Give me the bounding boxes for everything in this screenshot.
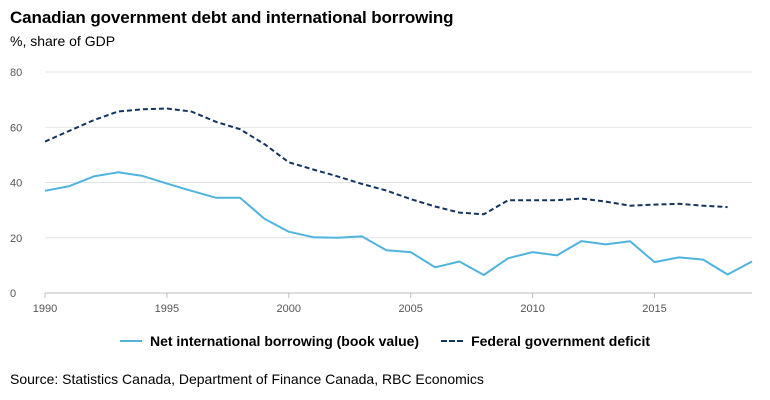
- y-tick-label: 20: [10, 233, 22, 245]
- legend-label-federal-deficit: Federal government deficit: [471, 333, 651, 349]
- x-tick-label: 2015: [642, 303, 666, 315]
- y-tick-label: 80: [10, 67, 22, 79]
- x-tick-label: 1990: [33, 303, 57, 315]
- axis-layer: 0 20 40 60 80 1990 1995 2000 2005 2010 2015: [10, 67, 752, 315]
- chart-title: Canadian government debt and internation…: [10, 8, 454, 27]
- chart-subtitle: %, share of GDP: [10, 33, 116, 49]
- y-tick-label: 60: [10, 122, 22, 134]
- legend-label-net-borrowing: Net international borrowing (book value): [149, 333, 420, 349]
- series-line-net-borrowing: [44, 171, 753, 276]
- x-tick-label: 2005: [398, 303, 422, 315]
- series-line-federal-deficit: [44, 107, 728, 216]
- x-tick-label: 2010: [520, 303, 544, 315]
- x-tick-label: 1995: [155, 303, 179, 315]
- source-note: Source: Statistics Canada, Department of…: [10, 371, 484, 387]
- x-tick-label: 2000: [277, 303, 301, 315]
- series-layer: [44, 107, 753, 276]
- legend-swatch-solid: [119, 340, 142, 342]
- chart-legend: Net international borrowing (book value)…: [0, 333, 770, 349]
- legend-item-net-borrowing: Net international borrowing (book value): [119, 333, 420, 349]
- grid-layer: [45, 71, 752, 239]
- legend-swatch-dashed: [441, 340, 464, 342]
- y-tick-label: 0: [10, 288, 16, 300]
- y-tick-label: 40: [10, 178, 22, 190]
- legend-item-federal-deficit: Federal government deficit: [441, 333, 650, 349]
